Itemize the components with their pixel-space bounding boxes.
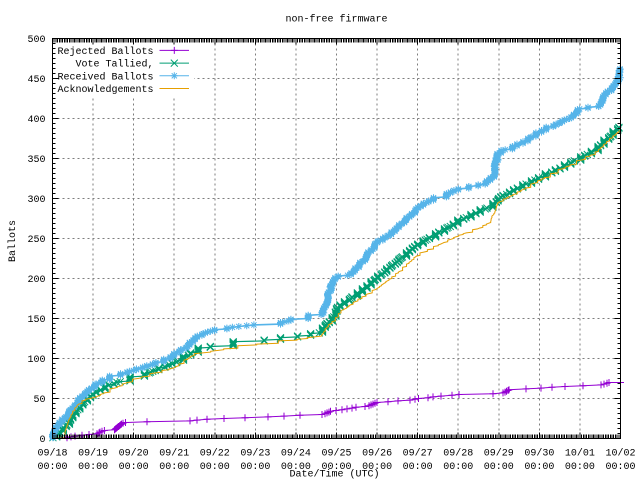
svg-text:09/18: 09/18 [37, 448, 67, 460]
svg-text:09/28: 09/28 [443, 448, 473, 460]
svg-text:09/30: 09/30 [524, 448, 554, 460]
svg-text:non-free firmware: non-free firmware [285, 14, 387, 26]
svg-text:Ballots: Ballots [7, 220, 19, 262]
svg-text:00:00: 00:00 [78, 462, 108, 473]
svg-text:00:00: 00:00 [362, 462, 392, 473]
svg-text:09/26: 09/26 [362, 448, 392, 460]
svg-text:00:00: 00:00 [524, 462, 554, 473]
svg-text:09/24: 09/24 [281, 448, 311, 460]
svg-text:Vote Tallied,: Vote Tallied, [75, 59, 153, 71]
svg-text:09/25: 09/25 [321, 448, 351, 460]
svg-text:00:00: 00:00 [240, 462, 270, 473]
svg-text:Acknowledgements: Acknowledgements [57, 84, 153, 96]
svg-text:400: 400 [27, 115, 45, 126]
svg-text:00:00: 00:00 [484, 462, 514, 473]
svg-text:Rejected Ballots: Rejected Ballots [57, 46, 153, 58]
svg-text:00:00: 00:00 [281, 462, 311, 473]
svg-text:250: 250 [27, 235, 45, 246]
svg-text:300: 300 [27, 195, 45, 206]
svg-text:200: 200 [27, 275, 45, 286]
svg-text:09/27: 09/27 [403, 448, 433, 460]
svg-text:00:00: 00:00 [321, 462, 351, 473]
svg-text:00:00: 00:00 [403, 462, 433, 473]
svg-text:00:00: 00:00 [605, 462, 635, 473]
svg-text:100: 100 [27, 355, 45, 366]
svg-text:00:00: 00:00 [37, 462, 67, 473]
svg-text:450: 450 [27, 75, 45, 86]
svg-text:00:00: 00:00 [443, 462, 473, 473]
svg-text:150: 150 [27, 315, 45, 326]
svg-text:09/19: 09/19 [78, 448, 108, 460]
svg-text:0: 0 [39, 435, 45, 446]
svg-text:350: 350 [27, 155, 45, 166]
svg-text:09/20: 09/20 [119, 448, 149, 460]
svg-text:Date/Time (UTC): Date/Time (UTC) [289, 469, 379, 480]
svg-text:09/23: 09/23 [240, 448, 270, 460]
svg-text:09/22: 09/22 [200, 448, 230, 460]
svg-text:500: 500 [27, 35, 45, 46]
svg-text:10/02: 10/02 [605, 448, 635, 460]
svg-text:50: 50 [33, 395, 45, 406]
svg-text:09/21: 09/21 [159, 448, 189, 460]
svg-text:10/01: 10/01 [565, 448, 595, 460]
svg-text:09/29: 09/29 [484, 448, 514, 460]
svg-text:Received Ballots: Received Ballots [57, 71, 153, 83]
svg-text:00:00: 00:00 [159, 462, 189, 473]
svg-text:00:00: 00:00 [565, 462, 595, 473]
svg-text:00:00: 00:00 [200, 462, 230, 473]
svg-text:00:00: 00:00 [119, 462, 149, 473]
